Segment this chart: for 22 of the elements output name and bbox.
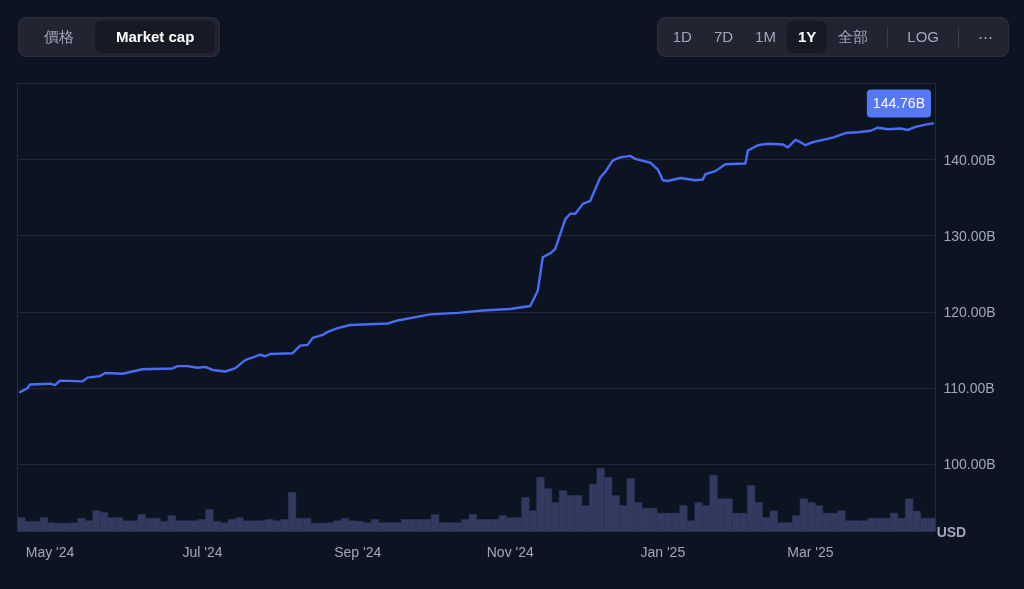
x-tick-label: Jul '24 [182, 543, 223, 560]
x-tick-label: Sep '24 [334, 543, 382, 560]
text: 1M [754, 27, 777, 47]
text: ⋯ [977, 27, 994, 47]
text: 全部 [837, 27, 870, 47]
text: Market cap [95, 21, 216, 53]
x-tick-label: Nov '24 [486, 543, 534, 560]
x-tick-label: Jan '25 [640, 543, 686, 560]
y-tick-label: 140.00B [943, 151, 996, 168]
x-tick-label: May '24 [25, 543, 75, 560]
text: 1D [671, 27, 693, 47]
y-axis-title: USD [936, 523, 967, 540]
text: LOG [906, 27, 940, 47]
annotation: 144.76B [872, 95, 926, 112]
text: 7D [712, 27, 735, 47]
y-tick-label: 110.00B [943, 380, 995, 397]
y-tick-label: 130.00B [943, 227, 996, 244]
x-tick-label: Mar '25 [787, 543, 834, 560]
y-tick-label: 100.00B [943, 456, 996, 473]
text: 1Y [786, 21, 828, 53]
text: 價格 [43, 27, 75, 47]
y-tick-label: 120.00B [943, 304, 996, 321]
